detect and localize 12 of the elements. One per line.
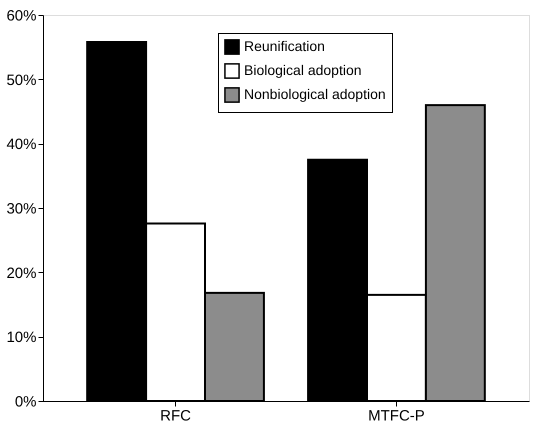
legend-label: Nonbiological adoption [244,86,386,102]
y-tick-label: 50% [6,72,36,89]
y-tick-label: 30% [6,200,36,218]
y-tick-label: 10% [6,329,36,346]
legend-label: Reunification [244,38,325,54]
x-tick-label: RFC [160,408,192,424]
y-tick-label: 40% [6,136,36,154]
x-tick-label: MTFC-P [368,408,425,424]
y-tick-label: 0% [14,394,36,410]
y-tick-label: 20% [6,264,36,282]
legend-label: Biological adoption [244,62,362,78]
y-tick-label: 60% [6,8,36,24]
